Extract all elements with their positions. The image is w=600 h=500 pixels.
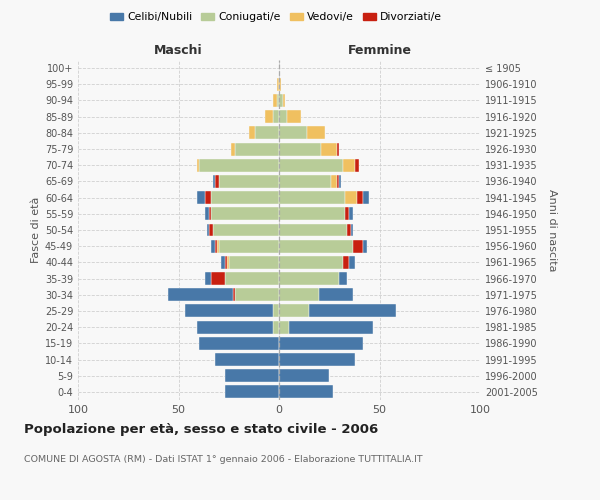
Bar (273, 110, 279, 123)
Bar (279, 304, 309, 318)
Bar (273, 304, 279, 318)
Bar (206, 224, 209, 236)
Bar (212, 175, 215, 188)
Bar (279, 94, 283, 107)
Bar (199, 337, 279, 350)
Bar (225, 386, 279, 398)
Bar (279, 272, 340, 285)
Bar (218, 240, 279, 252)
Bar (279, 320, 289, 334)
Bar (279, 337, 364, 350)
Bar (205, 208, 209, 220)
Bar (197, 191, 205, 204)
Bar (331, 175, 337, 188)
Bar (185, 304, 273, 318)
Bar (353, 240, 364, 252)
Bar (225, 256, 227, 269)
Bar (235, 288, 279, 301)
Bar (307, 126, 325, 140)
Bar (277, 78, 279, 91)
Bar (217, 240, 218, 252)
Bar (211, 272, 225, 285)
Bar (364, 191, 370, 204)
Bar (229, 256, 279, 269)
Bar (197, 159, 199, 172)
Bar (231, 142, 235, 156)
Bar (279, 353, 355, 366)
Bar (197, 320, 273, 334)
Bar (212, 224, 279, 236)
Bar (349, 256, 355, 269)
Y-axis label: Fasce di età: Fasce di età (31, 197, 41, 263)
Bar (279, 256, 343, 269)
Bar (225, 272, 279, 285)
Bar (279, 288, 319, 301)
Bar (215, 353, 279, 366)
Bar (352, 224, 353, 236)
Bar (205, 272, 211, 285)
Bar (279, 78, 281, 91)
Bar (337, 175, 340, 188)
Bar (279, 142, 321, 156)
Bar (277, 94, 279, 107)
Bar (221, 256, 225, 269)
Legend: Celibi/Nubili, Coniugati/e, Vedovi/e, Divorziati/e: Celibi/Nubili, Coniugati/e, Vedovi/e, Di… (106, 8, 446, 26)
Bar (249, 126, 255, 140)
Bar (279, 240, 353, 252)
Bar (255, 126, 279, 140)
Bar (321, 142, 337, 156)
Bar (211, 191, 279, 204)
Bar (279, 126, 307, 140)
Bar (211, 240, 215, 252)
Text: Maschi: Maschi (154, 44, 203, 57)
Bar (225, 369, 279, 382)
Bar (218, 175, 279, 188)
Bar (283, 94, 285, 107)
Bar (287, 110, 301, 123)
Bar (209, 224, 212, 236)
Bar (199, 159, 279, 172)
Bar (215, 240, 217, 252)
Bar (211, 208, 279, 220)
Text: Popolazione per età, sesso e stato civile - 2006: Popolazione per età, sesso e stato civil… (24, 422, 378, 436)
Text: Femmine: Femmine (347, 44, 412, 57)
Bar (227, 256, 229, 269)
Text: COMUNE DI AGOSTA (RM) - Dati ISTAT 1° gennaio 2006 - Elaborazione TUTTITALIA.IT: COMUNE DI AGOSTA (RM) - Dati ISTAT 1° ge… (24, 455, 422, 464)
Bar (273, 94, 277, 107)
Bar (279, 369, 329, 382)
Bar (279, 191, 346, 204)
Bar (289, 320, 373, 334)
Bar (340, 175, 341, 188)
Bar (279, 386, 333, 398)
Bar (364, 240, 367, 252)
Bar (233, 288, 235, 301)
Bar (279, 159, 343, 172)
Bar (265, 110, 273, 123)
Bar (215, 175, 218, 188)
Bar (209, 208, 211, 220)
Bar (279, 208, 346, 220)
Bar (309, 304, 395, 318)
Bar (319, 288, 353, 301)
Bar (169, 288, 233, 301)
Bar (343, 256, 349, 269)
Bar (279, 175, 331, 188)
Bar (358, 191, 364, 204)
Bar (347, 224, 352, 236)
Bar (337, 142, 340, 156)
Bar (343, 159, 355, 172)
Bar (235, 142, 279, 156)
Bar (346, 208, 349, 220)
Y-axis label: Anni di nascita: Anni di nascita (547, 188, 557, 271)
Bar (279, 110, 287, 123)
Bar (279, 224, 347, 236)
Bar (340, 272, 347, 285)
Bar (205, 191, 211, 204)
Bar (349, 208, 353, 220)
Bar (346, 191, 358, 204)
Bar (273, 320, 279, 334)
Bar (355, 159, 359, 172)
